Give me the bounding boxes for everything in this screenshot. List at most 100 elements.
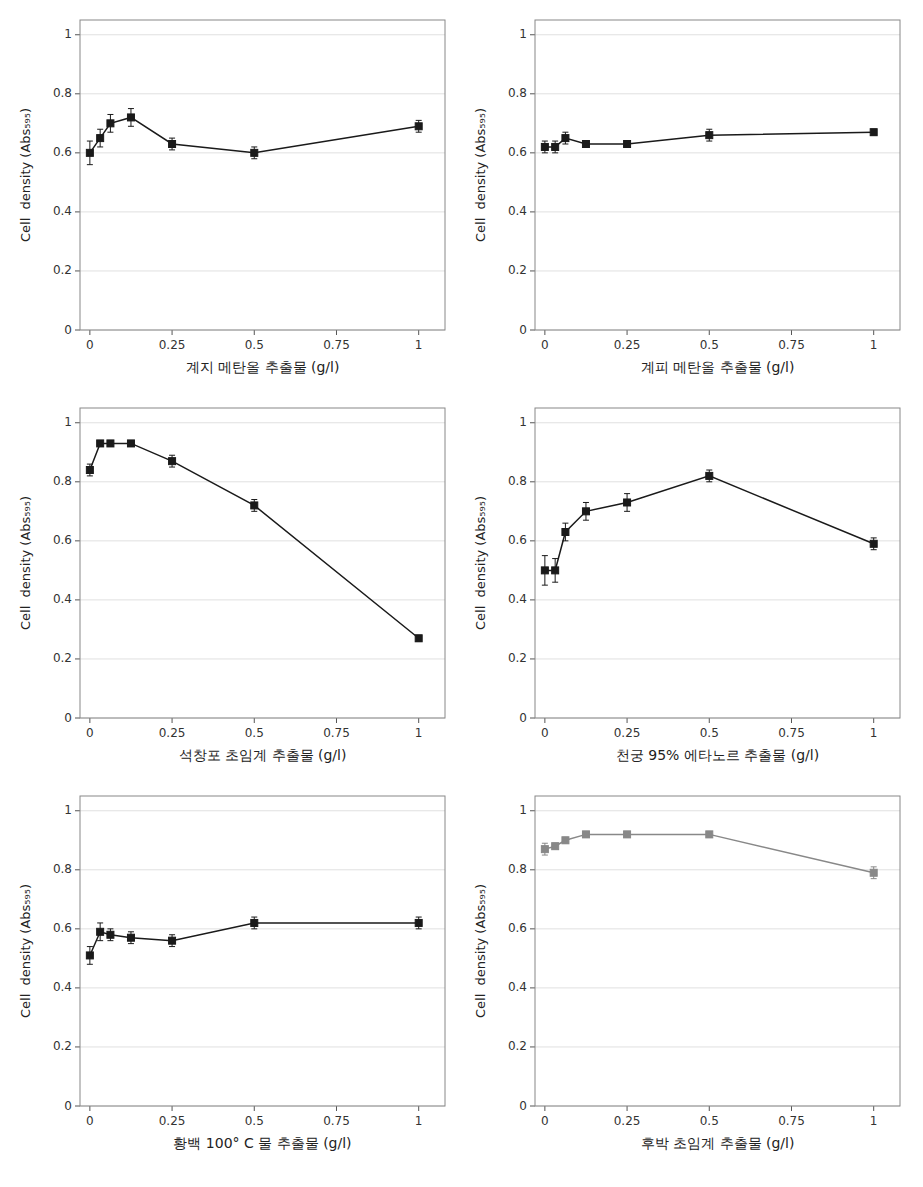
- x-tick: [791, 718, 792, 723]
- panel: 00.20.40.60.8100.250.50.751석창포 초임계 추출물 (…: [18, 408, 445, 763]
- grid-line: [80, 211, 445, 212]
- grid-line: [535, 987, 900, 988]
- error-bar: [624, 141, 630, 147]
- grid-line: [535, 93, 900, 94]
- x-tick-label: 0.25: [159, 1114, 186, 1128]
- error-bar: [706, 129, 712, 141]
- y-tick-label: 0.8: [53, 862, 72, 876]
- y-tick-label: 0.2: [508, 651, 527, 665]
- y-tick: [75, 1106, 80, 1107]
- y-tick: [530, 718, 535, 719]
- data-point: [127, 114, 134, 121]
- data-point: [870, 129, 877, 136]
- error-bar: [416, 635, 422, 641]
- x-tick-label: 0.25: [159, 338, 186, 352]
- y-tick-label: 1: [64, 803, 72, 817]
- x-tick-label: 0: [541, 1114, 549, 1128]
- error-bar: [871, 538, 877, 550]
- y-tick-label: 0.4: [53, 980, 72, 994]
- y-tick: [530, 658, 535, 659]
- x-tick-label: 0: [86, 1114, 94, 1128]
- x-tick: [336, 330, 337, 335]
- plot-frame: [535, 408, 900, 718]
- y-tick: [75, 987, 80, 988]
- y-tick-label: 0.6: [508, 921, 527, 935]
- y-tick: [75, 599, 80, 600]
- y-tick: [75, 540, 80, 541]
- x-tick: [254, 330, 255, 335]
- x-tick-label: 0.25: [614, 1114, 641, 1128]
- y-tick: [75, 481, 80, 482]
- x-tick-label: 0.75: [323, 1114, 350, 1128]
- error-bar: [87, 141, 93, 165]
- plot-background: [535, 408, 900, 718]
- grid-line: [80, 422, 445, 423]
- y-tick: [75, 928, 80, 929]
- data-point: [562, 837, 569, 844]
- x-tick: [544, 718, 545, 723]
- panel: 00.20.40.60.8100.250.50.751천궁 95% 에타노르 추…: [473, 408, 900, 763]
- data-line: [545, 476, 874, 570]
- grid-line: [80, 658, 445, 659]
- y-tick: [530, 1106, 535, 1107]
- y-tick-label: 0.4: [53, 592, 72, 606]
- x-tick-label: 0.75: [778, 338, 805, 352]
- x-tick-label: 0.5: [700, 726, 719, 740]
- x-tick-label: 0.25: [159, 726, 186, 740]
- data-point: [97, 135, 104, 142]
- x-tick: [791, 330, 792, 335]
- y-tick-label: 1: [519, 415, 527, 429]
- x-tick: [709, 330, 710, 335]
- data-point: [541, 846, 548, 853]
- y-tick: [75, 1046, 80, 1047]
- panel: 00.20.40.60.8100.250.50.751황백 100° C 물 추…: [18, 796, 445, 1151]
- y-tick: [530, 987, 535, 988]
- data-point: [706, 132, 713, 139]
- data-point: [127, 440, 134, 447]
- error-bar: [169, 935, 175, 947]
- error-bar: [416, 917, 422, 929]
- y-tick: [530, 481, 535, 482]
- grid-line: [535, 481, 900, 482]
- data-point: [624, 499, 631, 506]
- grid-line: [80, 270, 445, 271]
- plot-background: [535, 20, 900, 330]
- x-tick-label: 0.25: [614, 338, 641, 352]
- error-bar: [128, 932, 134, 944]
- grid-line: [535, 152, 900, 153]
- error-bar: [706, 831, 712, 837]
- y-tick: [75, 658, 80, 659]
- x-tick: [627, 1106, 628, 1111]
- x-tick: [336, 718, 337, 723]
- y-tick: [530, 1046, 535, 1047]
- y-tick-label: 0.2: [53, 651, 72, 665]
- grid-line: [535, 270, 900, 271]
- x-axis-label: 석창포 초임계 추출물 (g/l): [179, 747, 347, 763]
- data-point: [415, 919, 422, 926]
- error-bar: [562, 837, 568, 843]
- error-bar: [97, 440, 103, 446]
- y-tick: [75, 810, 80, 811]
- x-tick: [89, 1106, 90, 1111]
- x-tick: [172, 330, 173, 335]
- plot-background: [535, 796, 900, 1106]
- y-axis-label: Cell density (Abs₅₉₅): [473, 884, 488, 1018]
- error-bar: [706, 470, 712, 482]
- x-tick-label: 1: [415, 338, 423, 352]
- x-tick: [791, 1106, 792, 1111]
- y-tick-label: 0.4: [508, 980, 527, 994]
- y-tick: [75, 152, 80, 153]
- data-point: [251, 919, 258, 926]
- y-tick-label: 0: [64, 1099, 72, 1113]
- panel: 00.20.40.60.8100.250.50.751후박 초임계 추출물 (g…: [473, 796, 900, 1151]
- x-tick: [627, 330, 628, 335]
- grid-line: [80, 599, 445, 600]
- y-tick-label: 1: [64, 415, 72, 429]
- data-group: [541, 470, 877, 585]
- grid-line: [80, 34, 445, 35]
- data-point: [706, 831, 713, 838]
- data-point: [541, 567, 548, 574]
- y-tick: [530, 270, 535, 271]
- plot-frame: [535, 796, 900, 1106]
- x-tick: [873, 330, 874, 335]
